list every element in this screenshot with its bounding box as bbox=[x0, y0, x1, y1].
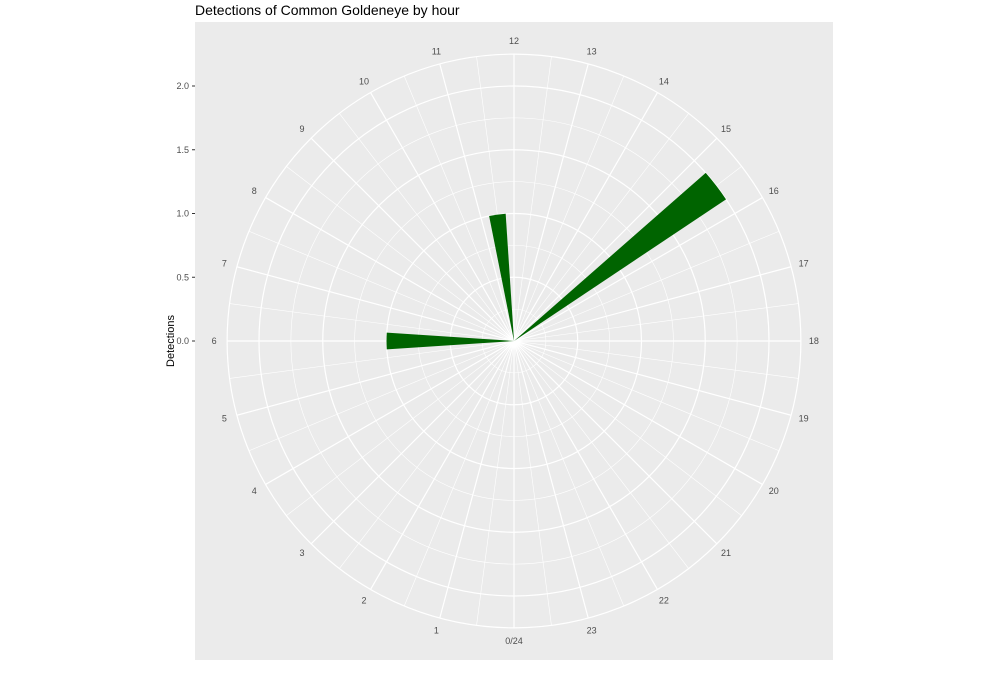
y-tick-label: 1.5 bbox=[176, 145, 189, 155]
bar-wedge bbox=[489, 213, 514, 341]
grid-spoke-minor bbox=[513, 340, 625, 607]
grid-spoke-minor bbox=[513, 340, 742, 516]
x-tick-label: 16 bbox=[769, 186, 779, 196]
grid-spoke-minor bbox=[476, 340, 515, 626]
x-tick-label: 0/24 bbox=[505, 636, 523, 646]
x-tick-label: 3 bbox=[299, 548, 304, 558]
x-tick-label: 6 bbox=[212, 336, 217, 346]
grid-spoke-minor bbox=[248, 340, 515, 452]
grid-spoke-minor bbox=[513, 340, 780, 452]
grid-spoke-minor bbox=[513, 75, 625, 342]
x-tick-label: 19 bbox=[799, 414, 809, 424]
y-tick-label: 0.0 bbox=[176, 336, 189, 346]
grid-spoke-minor bbox=[339, 340, 515, 569]
grid-spoke-minor bbox=[286, 166, 515, 342]
grid-spoke-major bbox=[513, 340, 658, 590]
grid-spoke-minor bbox=[403, 340, 515, 607]
x-tick-label: 18 bbox=[809, 336, 819, 346]
grid-spoke-major bbox=[513, 266, 792, 342]
grid-spoke-major bbox=[370, 92, 515, 342]
grid-spoke-major bbox=[513, 340, 718, 545]
x-tick-label: 11 bbox=[432, 46, 441, 56]
grid-spoke-minor bbox=[513, 230, 780, 342]
x-tick-label: 17 bbox=[799, 258, 809, 268]
grid-spoke-minor bbox=[339, 113, 515, 342]
x-tick-label: 1 bbox=[434, 626, 439, 636]
grid-spoke-major bbox=[236, 340, 515, 416]
grid-spoke-major bbox=[310, 137, 515, 342]
x-tick-label: 9 bbox=[299, 124, 304, 134]
grid-spoke-major bbox=[310, 340, 515, 545]
bar-wedge bbox=[514, 172, 727, 341]
x-tick-label: 12 bbox=[509, 36, 519, 46]
grid-spoke-minor bbox=[513, 113, 689, 342]
grid-spoke-minor bbox=[513, 340, 689, 569]
grid-spoke-major bbox=[370, 340, 515, 590]
chart-title: Detections of Common Goldeneye by hour bbox=[195, 2, 460, 18]
grid-spoke-major bbox=[513, 340, 792, 416]
grid-spoke-major bbox=[513, 137, 718, 342]
x-tick-label: 4 bbox=[252, 486, 257, 496]
grid-spoke-major bbox=[513, 63, 589, 342]
x-tick-label: 14 bbox=[659, 76, 669, 86]
grid-spoke-minor bbox=[229, 303, 515, 342]
y-tick-label: 2.0 bbox=[176, 81, 189, 91]
grid-spoke-minor bbox=[513, 56, 552, 342]
bar-wedge bbox=[386, 332, 514, 350]
x-tick-label: 5 bbox=[222, 414, 227, 424]
grid-spoke-minor bbox=[248, 230, 515, 342]
y-tick-label: 1.0 bbox=[176, 209, 189, 219]
x-tick-label: 21 bbox=[721, 548, 731, 558]
x-tick-label: 2 bbox=[362, 596, 367, 606]
grid-spoke-major bbox=[439, 340, 515, 619]
x-tick-label: 15 bbox=[721, 124, 731, 134]
grid-spoke-minor bbox=[513, 303, 799, 342]
grid-spoke-minor bbox=[513, 340, 799, 379]
grid-spoke-major bbox=[439, 63, 515, 342]
x-tick-label: 23 bbox=[587, 626, 597, 636]
x-tick-label: 22 bbox=[659, 596, 669, 606]
grid-spoke-minor bbox=[229, 340, 515, 379]
x-tick-label: 20 bbox=[769, 486, 779, 496]
y-tick-label: 0.5 bbox=[176, 272, 189, 282]
grid-spoke-major bbox=[513, 340, 763, 485]
y-axis-label: Detections bbox=[165, 315, 177, 367]
x-tick-label: 7 bbox=[222, 258, 227, 268]
x-tick-label: 13 bbox=[587, 46, 597, 56]
grid-spoke-major bbox=[513, 197, 763, 342]
grid-spoke-major bbox=[265, 340, 515, 485]
x-tick-label: 10 bbox=[359, 76, 369, 86]
grid-spoke-major bbox=[236, 266, 515, 342]
grid-spoke-minor bbox=[286, 340, 515, 516]
x-tick-label: 8 bbox=[252, 186, 257, 196]
grid-spoke-major bbox=[513, 340, 589, 619]
grid-spoke-major bbox=[265, 197, 515, 342]
grid-spoke-minor bbox=[403, 75, 515, 342]
grid-spoke-minor bbox=[513, 340, 552, 626]
grid-spoke-major bbox=[513, 92, 658, 342]
